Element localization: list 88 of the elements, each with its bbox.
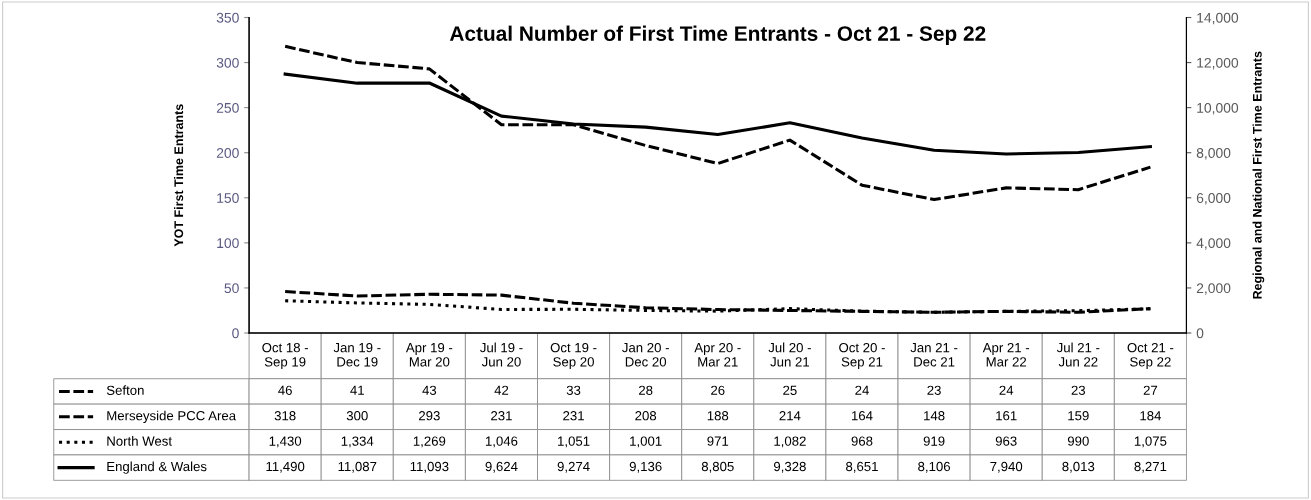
data-label: 11,093 bbox=[410, 461, 449, 473]
y-tick-label: 250 bbox=[216, 102, 239, 113]
data-label: 23 bbox=[1071, 385, 1086, 395]
data-label: 9,136 bbox=[629, 461, 662, 473]
data-label: 1,082 bbox=[774, 436, 806, 448]
x-tick-label: Jan 19 - Dec 19 bbox=[333, 342, 381, 367]
data-label: 8,651 bbox=[846, 461, 878, 473]
y-tick-label: 100 bbox=[217, 238, 239, 249]
data-label: 1,001 bbox=[630, 436, 662, 448]
data-label: 208 bbox=[635, 411, 657, 421]
data-label: 23 bbox=[927, 385, 941, 395]
x-tick-label: Oct 21 - Sep 22 bbox=[1127, 342, 1174, 370]
data-label: 42 bbox=[494, 385, 509, 395]
x-tick-label: Jul 19 - Jun 20 bbox=[480, 342, 523, 367]
y-tick-label: 300 bbox=[216, 57, 239, 68]
y2-tick-label: 14,000 bbox=[1197, 12, 1239, 25]
y2-tick-label: 0 bbox=[1196, 328, 1204, 339]
x-tick-label: Oct 20 - Sep 21 bbox=[839, 342, 885, 370]
data-label: 8,106 bbox=[918, 461, 951, 473]
data-label: 8,271 bbox=[1134, 461, 1167, 473]
data-label: 1,051 bbox=[558, 436, 590, 448]
data-label: 231 bbox=[491, 411, 512, 421]
y2-tick-label: 2,000 bbox=[1196, 283, 1231, 295]
data-label: 188 bbox=[707, 411, 729, 421]
x-tick-label: Apr 19 - Mar 20 bbox=[405, 342, 453, 367]
legend-label: North West bbox=[107, 436, 172, 446]
data-label: 25 bbox=[783, 385, 797, 395]
x-tick-label: Jan 20 - Dec 20 bbox=[622, 342, 669, 367]
data-label: 159 bbox=[1068, 411, 1089, 421]
data-label: 963 bbox=[995, 436, 1017, 446]
y2-tick-label: 4,000 bbox=[1196, 238, 1231, 250]
data-label: 318 bbox=[274, 411, 296, 421]
data-label: 8,805 bbox=[701, 461, 734, 473]
chart-title: Actual Number of First Time Entrants - Oct 21 - Sep 22 bbox=[449, 25, 986, 46]
x-tick-label: Apr 20 - Mar 21 bbox=[694, 342, 741, 367]
x-tick-label: Oct 19 - Sep 20 bbox=[550, 342, 597, 370]
data-label: 148 bbox=[924, 411, 945, 421]
data-label: 9,274 bbox=[557, 461, 590, 473]
data-label: 27 bbox=[1143, 385, 1158, 395]
data-label: 971 bbox=[707, 436, 729, 446]
x-tick-label: Jul 21 - Jun 22 bbox=[1056, 342, 1100, 367]
data-label: 968 bbox=[851, 436, 873, 446]
data-label: 33 bbox=[566, 385, 581, 395]
y-tick-label: 350 bbox=[216, 12, 239, 23]
data-label: 164 bbox=[851, 411, 873, 421]
data-label: 919 bbox=[923, 436, 945, 446]
y2-axis-title: Regional and National First Time Entrants bbox=[1252, 51, 1265, 299]
legend-label: England & Wales bbox=[107, 461, 207, 474]
data-label: 990 bbox=[1067, 436, 1089, 446]
y-tick-label: 0 bbox=[232, 328, 239, 339]
data-label: 184 bbox=[1140, 411, 1162, 421]
data-label: 28 bbox=[638, 385, 653, 395]
y2-tick-label: 10,000 bbox=[1197, 102, 1239, 115]
data-label: 231 bbox=[563, 411, 584, 421]
data-label: 26 bbox=[711, 385, 725, 395]
y2-tick-label: 12,000 bbox=[1197, 57, 1239, 70]
data-label: 24 bbox=[999, 385, 1014, 395]
data-label: 1,430 bbox=[269, 436, 302, 448]
data-label: 293 bbox=[419, 411, 440, 421]
data-label: 41 bbox=[350, 385, 364, 395]
x-tick-label: Apr 21 - Mar 22 bbox=[982, 342, 1030, 367]
x-tick-label: Jan 21 - Dec 21 bbox=[910, 342, 958, 367]
data-label: 8,013 bbox=[1062, 461, 1095, 473]
y2-tick-label: 6,000 bbox=[1196, 193, 1231, 205]
y-tick-label: 50 bbox=[224, 283, 239, 294]
y2-tick-label: 8,000 bbox=[1196, 148, 1231, 160]
data-label: 7,940 bbox=[990, 461, 1023, 473]
legend-label: Merseyside PCC Area bbox=[107, 410, 237, 423]
data-label: 161 bbox=[996, 411, 1017, 421]
data-label: 24 bbox=[855, 385, 869, 395]
data-label: 11,490 bbox=[266, 461, 305, 473]
data-label: 1,269 bbox=[413, 436, 446, 448]
data-label: 300 bbox=[346, 411, 368, 421]
data-label: 46 bbox=[278, 385, 292, 395]
data-label: 1,334 bbox=[341, 436, 374, 448]
y-tick-label: 200 bbox=[216, 148, 239, 158]
legend-label: Sefton bbox=[106, 385, 144, 395]
data-label: 214 bbox=[779, 411, 801, 421]
y-axis-title: YOT First Time Entrants bbox=[173, 104, 184, 247]
data-label: 43 bbox=[422, 385, 437, 395]
x-tick-label: Oct 18 - Sep 19 bbox=[262, 342, 309, 370]
data-label: 1,046 bbox=[485, 436, 518, 448]
data-label: 1,075 bbox=[1134, 436, 1167, 448]
data-label: 9,624 bbox=[485, 461, 518, 473]
data-label: 9,328 bbox=[773, 461, 806, 473]
data-label: 11,087 bbox=[338, 461, 377, 473]
y-tick-label: 150 bbox=[217, 193, 239, 203]
x-tick-label: Jul 20 - Jun 21 bbox=[768, 342, 811, 367]
